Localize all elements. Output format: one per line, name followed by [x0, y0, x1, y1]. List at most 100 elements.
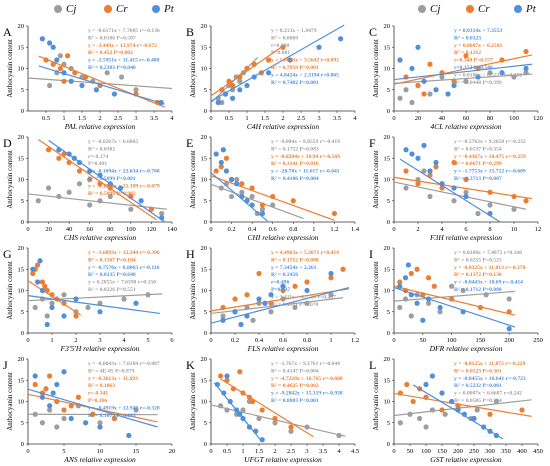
- legend-marker-pt: [514, 5, 522, 14]
- data-point-pt: [215, 99, 221, 106]
- data-point-pt: [451, 185, 457, 191]
- data-point-pt: [499, 70, 505, 76]
- data-point-cr: [223, 155, 230, 161]
- x-tick-label: 0.2: [228, 226, 236, 233]
- data-point-cj: [328, 292, 334, 298]
- regression-annotation: R² = 0.7482 P<0.001: [271, 80, 319, 86]
- regression-annotation: R² = 0.0671 P=0.299: [454, 161, 502, 167]
- data-point-cr: [340, 266, 346, 272]
- legend-item-pt: Pt: [152, 3, 174, 15]
- x-tick-label: 4: [440, 226, 444, 233]
- y-tick-label: 10: [18, 399, 25, 406]
- regression-annotation: y = 0.0607x + 6.2581: [454, 43, 503, 49]
- regression-annotation: y = -0.0325x + 11.013 r=-0.370: [454, 265, 526, 271]
- data-point-cr: [397, 390, 403, 396]
- trend-line-pt: [27, 388, 158, 428]
- x-tick-label: 5: [146, 337, 149, 344]
- data-point-cr: [477, 304, 483, 311]
- y-axis-label: Anthocyanin content: [6, 39, 14, 98]
- x-axis-label: C4H relative expression: [247, 122, 320, 131]
- y-tick-label: 0: [204, 219, 207, 226]
- data-point-cj: [421, 168, 427, 174]
- x-tick-label: 2: [281, 115, 284, 122]
- data-point-pt: [227, 398, 233, 405]
- data-point-pt: [159, 215, 165, 221]
- data-point-pt: [287, 57, 293, 63]
- data-point-cr: [506, 309, 512, 315]
- data-point-cr: [220, 304, 226, 311]
- data-point-cr: [45, 147, 52, 153]
- data-point-cr: [523, 48, 529, 55]
- x-tick-label: 2.5: [297, 115, 305, 122]
- x-tick-label: 300: [485, 448, 495, 455]
- data-point-pt: [451, 82, 457, 89]
- x-tick-label: 0: [209, 226, 212, 233]
- data-point-cr: [499, 57, 505, 63]
- panel-letter: E: [186, 136, 193, 150]
- data-point-cj: [39, 420, 46, 426]
- data-point-cr: [397, 279, 403, 285]
- regression-annotation: R² = 0.2383 P=0.040: [88, 65, 136, 71]
- x-tick-label: 120: [533, 115, 543, 122]
- data-point-pt: [61, 313, 67, 319]
- data-point-cr: [239, 181, 245, 187]
- x-axis-label: CHS relative expression: [64, 233, 137, 242]
- regression-annotation: R² = 0.1712 P=0.088: [454, 287, 502, 293]
- data-point-pt: [256, 296, 262, 302]
- trend-line-cj: [393, 290, 516, 302]
- panel-letter: K: [186, 358, 195, 372]
- data-point-pt: [481, 424, 487, 430]
- data-point-cr: [66, 159, 72, 166]
- data-point-cj: [439, 74, 445, 80]
- data-point-cj: [409, 99, 415, 106]
- data-point-pt: [158, 99, 164, 106]
- data-point-pt: [437, 304, 443, 311]
- x-tick-label: 6: [464, 226, 468, 233]
- x-tick-label: 3: [317, 115, 320, 122]
- data-point-pt: [402, 275, 409, 281]
- data-point-cj: [47, 82, 53, 89]
- x-axis-label: DFR relative expression: [429, 344, 503, 353]
- x-tick-label: 4.5: [351, 448, 359, 455]
- data-point-pt: [427, 168, 433, 174]
- regression-annotation: r=-0.341: [88, 391, 108, 397]
- data-point-pt: [83, 420, 89, 426]
- x-tick-label: 350: [501, 448, 511, 455]
- data-point-cr: [449, 296, 455, 302]
- data-point-cr: [237, 74, 243, 80]
- regression-annotation: R² = 0.0123: [454, 35, 481, 41]
- data-point-cj: [475, 210, 481, 217]
- panel-letter: B: [186, 25, 194, 39]
- data-point-cj: [159, 210, 165, 217]
- x-tick-label: 15: [133, 448, 140, 455]
- x-tick-label: 0: [392, 226, 395, 233]
- data-point-cj: [506, 296, 512, 302]
- data-point-pt: [61, 369, 67, 375]
- x-tick-label: 3: [134, 115, 137, 122]
- data-point-cr: [111, 415, 117, 422]
- x-tick-label: 3.5: [319, 448, 327, 455]
- legend-label: Cr: [478, 3, 490, 15]
- x-tick-label: 20: [45, 226, 52, 233]
- panel-b: B 0 0.5 1 1.5 2 2.5 3 3.5 4 0 5 10 15 20 C4H relative e…: [186, 23, 357, 131]
- data-point-cr: [218, 373, 224, 379]
- regression-annotation: y = -3.6893x + 12.344 r=-0.396: [88, 250, 160, 256]
- data-point-cr: [61, 300, 67, 306]
- data-point-cj: [145, 292, 151, 298]
- data-point-pt: [423, 381, 429, 388]
- x-tick-label: 1: [329, 337, 332, 344]
- x-tick-label: 80: [107, 226, 114, 233]
- x-tick-label: 100: [509, 115, 519, 122]
- regression-annotation: R² = 0.8069: [271, 35, 298, 41]
- data-point-cr: [259, 407, 265, 413]
- regression-annotation: r=0.898: [271, 43, 289, 49]
- regression-annotation: R² = 0.0135 P=0.648: [88, 272, 136, 278]
- y-tick-label: 5: [21, 420, 24, 427]
- data-point-pt: [415, 44, 421, 50]
- x-tick-label: 0.4: [255, 337, 264, 344]
- legend-item-cr: Cr: [466, 3, 490, 15]
- data-point-cj: [119, 74, 125, 80]
- data-point-pt: [54, 381, 60, 388]
- data-point-cj: [487, 202, 493, 208]
- data-point-cj: [427, 91, 433, 97]
